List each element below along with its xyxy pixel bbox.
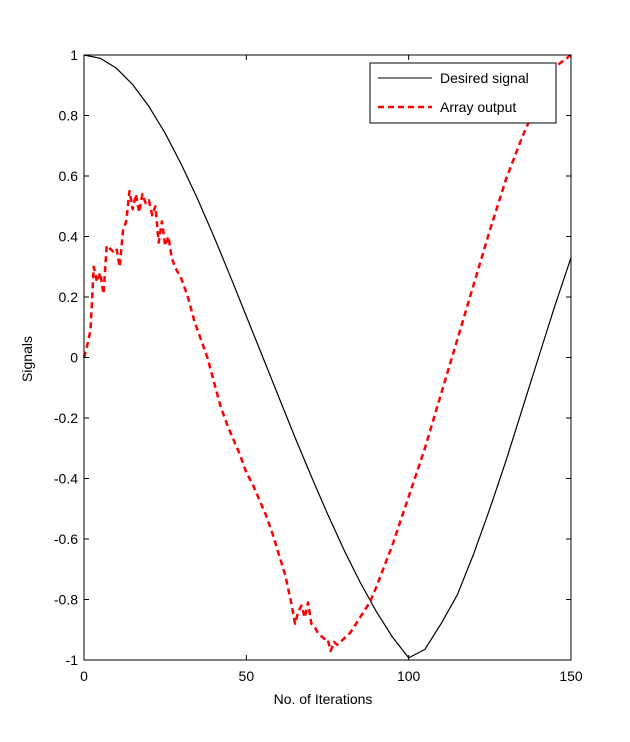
y-tick-label: -1: [66, 652, 79, 668]
y-axis-label: Signals: [19, 336, 35, 382]
y-axis: -1 -0.8 -0.6 -0.4 -0.2 0 0.2 0.4 0.6 0.8 1: [54, 47, 571, 668]
x-axis: 0 50 100 150: [80, 55, 583, 684]
plot-area: [84, 55, 571, 660]
x-tick-label: 50: [239, 668, 255, 684]
x-tick-label: 150: [559, 668, 583, 684]
legend-label-desired-signal: Desired signal: [440, 70, 529, 86]
legend-box: [369, 62, 557, 124]
series-layer: [82, 53, 572, 659]
x-tick-label: 100: [397, 668, 421, 684]
y-tick-label: -0.8: [54, 592, 78, 608]
series-line-desired-signal: [83, 54, 572, 659]
y-tick-label: 1: [70, 47, 78, 63]
y-tick-label: 0.6: [59, 168, 79, 184]
x-tick-label: 0: [80, 668, 88, 684]
y-tick-label: -0.4: [54, 471, 78, 487]
y-tick-label: -0.2: [54, 410, 78, 426]
y-tick-label: 0.4: [59, 229, 79, 245]
y-tick-label: 0: [70, 350, 78, 366]
series-line-array-output: [82, 53, 572, 653]
y-tick-label: 0.2: [59, 289, 79, 305]
legend-label-array-output: Array output: [440, 99, 516, 115]
legend: Desired signal Array output: [369, 62, 557, 124]
y-tick-label: 0.8: [59, 108, 79, 124]
x-axis-label: No. of Iterations: [274, 691, 373, 707]
y-tick-label: -0.6: [54, 531, 78, 547]
